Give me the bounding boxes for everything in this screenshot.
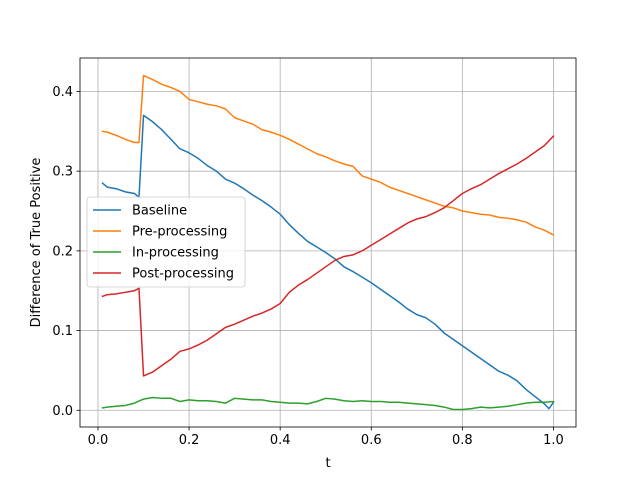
legend-label-baseline: Baseline: [132, 204, 187, 219]
y-tick-label: 0.2: [52, 244, 73, 259]
legend-label-post-processing: Post-processing: [132, 267, 234, 282]
series-line-pre-processing: [101, 74, 555, 236]
series-line-in-processing: [101, 396, 555, 411]
series-line-baseline: [101, 114, 555, 410]
series-line-post-processing: [101, 135, 555, 377]
axis-ticks: 0.0 0.2 0.4 0.6 0.8 1.0 0.0 0.1 0.2 0.3 0.4: [52, 85, 563, 448]
series-lines: [101, 74, 555, 411]
legend-label-in-processing: In-processing: [132, 246, 219, 261]
x-axis-label: t: [325, 456, 330, 471]
x-tick-label: 0.6: [361, 433, 382, 448]
x-tick-label: 0.2: [179, 433, 200, 448]
x-tick-label: 0.4: [270, 433, 291, 448]
y-axis-label: Difference of True Positive: [29, 158, 44, 328]
x-tick-label: 0.8: [452, 433, 473, 448]
y-tick-label: 0.1: [52, 324, 73, 339]
grid-lines: [80, 58, 576, 427]
legend-box: [86, 196, 246, 288]
x-tick-label: 1.0: [543, 433, 564, 448]
y-tick-label: 0.4: [52, 85, 73, 100]
legend: Baseline Pre-processing In-processing Post-…: [86, 196, 246, 288]
y-tick-label: 0.0: [52, 404, 73, 419]
legend-label-pre-processing: Pre-processing: [132, 225, 227, 240]
y-tick-label: 0.3: [52, 165, 73, 180]
x-tick-label: 0.0: [88, 433, 109, 448]
plot-frame: [79, 57, 577, 428]
